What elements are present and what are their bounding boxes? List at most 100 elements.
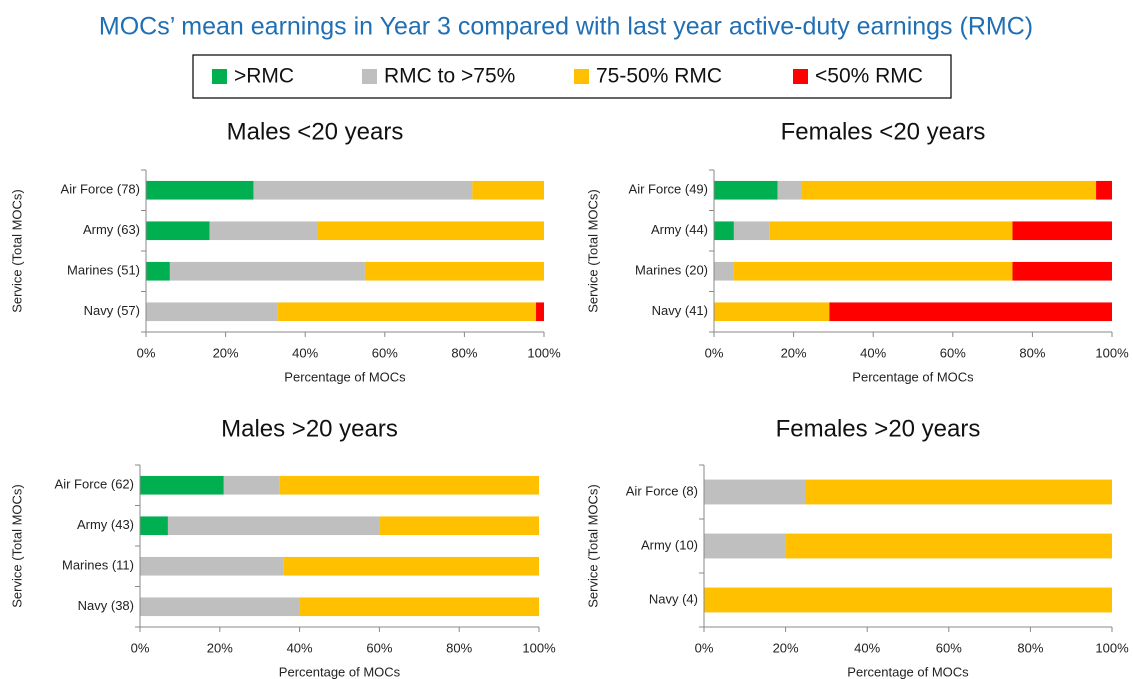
bar-segment <box>1096 180 1112 200</box>
bar-segment <box>769 221 1013 241</box>
y-axis-label: Service (Total MOCs) <box>585 484 600 608</box>
x-tick-label: 40% <box>292 345 318 360</box>
x-tick-label: 40% <box>287 640 313 655</box>
y-tick-label: Army (44) <box>651 222 708 237</box>
bar-segment <box>209 221 318 241</box>
bar-segment <box>253 180 473 200</box>
x-tick-label: 80% <box>446 640 472 655</box>
legend-swatch <box>793 69 808 84</box>
legend-swatch <box>362 69 377 84</box>
chart-title: MOCs’ mean earnings in Year 3 compared w… <box>99 13 1033 41</box>
x-tick-label: 60% <box>372 345 398 360</box>
y-tick-label: Marines (11) <box>62 558 134 573</box>
x-tick-label: 60% <box>940 345 966 360</box>
legend-label: 75-50% RMC <box>596 65 722 88</box>
bar-segment <box>146 221 210 241</box>
y-tick-label: Navy (41) <box>652 303 708 318</box>
bar-segment <box>733 261 1013 281</box>
x-tick-label: 80% <box>451 345 477 360</box>
x-tick-label: 100% <box>522 640 556 655</box>
bar-segment <box>140 556 284 576</box>
x-tick-label: 0% <box>705 345 724 360</box>
bar-segment <box>146 302 278 322</box>
y-tick-label: Air Force (49) <box>629 182 708 197</box>
legend-label: <50% RMC <box>815 65 923 88</box>
bar-segment <box>146 180 254 200</box>
bar-segment <box>801 180 1097 200</box>
bar-segment <box>140 597 300 617</box>
x-axis-label: Percentage of MOCs <box>279 664 401 679</box>
bar-segment <box>146 261 170 281</box>
y-tick-label: Army (10) <box>641 537 698 552</box>
bar-segment <box>714 180 778 200</box>
x-tick-label: 60% <box>366 640 392 655</box>
x-tick-label: 80% <box>1017 640 1043 655</box>
y-tick-label: Navy (38) <box>78 598 134 613</box>
x-tick-label: 0% <box>137 345 156 360</box>
bar-segment <box>283 556 539 576</box>
y-tick-label: Marines (51) <box>67 263 140 278</box>
legend-swatch <box>212 69 227 84</box>
subplot-title: Males <20 years <box>227 118 404 145</box>
bar-segment <box>472 180 544 200</box>
x-axis-label: Percentage of MOCs <box>847 664 969 679</box>
bar-segment <box>140 475 224 495</box>
subplot-title: Males >20 years <box>221 415 398 442</box>
x-axis-label: Percentage of MOCs <box>284 369 406 384</box>
bar-segment <box>223 475 280 495</box>
bar-segment <box>777 180 802 200</box>
bar-segment <box>140 516 168 536</box>
y-tick-label: Air Force (62) <box>55 477 134 492</box>
bar-segment <box>714 221 734 241</box>
bar-segment <box>704 479 806 505</box>
bar-segment <box>169 261 365 281</box>
x-tick-label: 0% <box>695 640 714 655</box>
bar-segment <box>299 597 539 617</box>
x-tick-label: 100% <box>1095 345 1129 360</box>
y-axis-label: Service (Total MOCs) <box>585 189 600 313</box>
legend-label: RMC to >75% <box>384 65 515 88</box>
x-tick-label: 100% <box>1095 640 1129 655</box>
bar-segment <box>536 302 544 322</box>
bar-segment <box>1012 261 1112 281</box>
x-axis-label: Percentage of MOCs <box>852 369 974 384</box>
legend-box <box>192 54 952 99</box>
y-axis-label: Service (Total MOCs) <box>9 189 24 313</box>
bar-segment <box>704 533 786 559</box>
bar-segment <box>277 302 537 322</box>
y-tick-label: Army (43) <box>77 517 134 532</box>
x-tick-label: 20% <box>213 345 239 360</box>
bar-segment <box>167 516 380 536</box>
bar-segment <box>714 302 830 322</box>
bar-segment <box>785 533 1112 559</box>
x-tick-label: 20% <box>207 640 233 655</box>
bar-segment <box>279 475 539 495</box>
bar-segment <box>317 221 544 241</box>
x-tick-label: 40% <box>860 345 886 360</box>
y-tick-label: Navy (4) <box>649 591 698 606</box>
y-tick-label: Navy (57) <box>84 303 140 318</box>
bar-segment <box>379 516 539 536</box>
x-tick-label: 100% <box>527 345 561 360</box>
bar-segment <box>364 261 544 281</box>
bar-segment <box>1012 221 1112 241</box>
bar-segment <box>733 221 770 241</box>
subplot-title: Females <20 years <box>781 118 986 145</box>
bar-segment <box>806 479 1112 505</box>
x-tick-label: 80% <box>1019 345 1045 360</box>
y-tick-label: Air Force (8) <box>626 483 698 498</box>
legend-label: >RMC <box>234 65 294 88</box>
x-tick-label: 20% <box>781 345 807 360</box>
y-tick-label: Air Force (78) <box>61 182 140 197</box>
x-tick-label: 40% <box>854 640 880 655</box>
bar-segment <box>829 302 1112 322</box>
x-tick-label: 20% <box>773 640 799 655</box>
x-tick-label: 0% <box>131 640 150 655</box>
subplot-title: Females >20 years <box>776 415 981 442</box>
y-axis-label: Service (Total MOCs) <box>9 484 24 608</box>
x-tick-label: 60% <box>936 640 962 655</box>
bar-segment <box>714 261 734 281</box>
bar-segment <box>704 587 1112 613</box>
y-tick-label: Army (63) <box>83 222 140 237</box>
